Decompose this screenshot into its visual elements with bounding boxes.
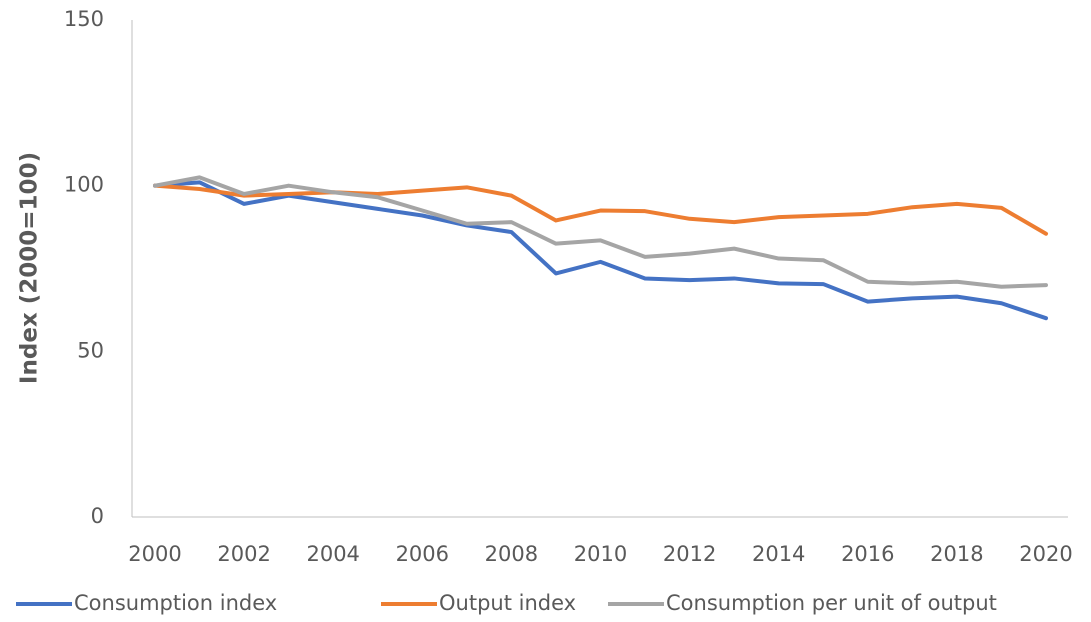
x-tick-label: 2000 bbox=[128, 542, 181, 566]
x-tick-label: 2008 bbox=[485, 542, 538, 566]
series-line bbox=[153, 183, 1048, 236]
x-tick-label: 2010 bbox=[574, 542, 627, 566]
y-tick-label: 50 bbox=[77, 338, 104, 362]
x-tick-label: 2014 bbox=[752, 542, 805, 566]
x-tick-label: 2016 bbox=[841, 542, 894, 566]
series-line bbox=[153, 175, 1048, 289]
y-axis-label: Index (2000=100) bbox=[17, 152, 43, 384]
x-tick-label: 2012 bbox=[663, 542, 716, 566]
y-tick-label: 100 bbox=[64, 173, 104, 197]
x-tick-label: 2020 bbox=[1019, 542, 1072, 566]
x-tick-label: 2002 bbox=[217, 542, 270, 566]
y-tick-label: 0 bbox=[91, 504, 104, 528]
legend-label: Output index bbox=[439, 591, 576, 615]
y-tick-label: 150 bbox=[64, 7, 104, 31]
legend-label: Consumption index bbox=[74, 591, 277, 615]
x-tick-label: 2018 bbox=[930, 542, 983, 566]
series-line bbox=[153, 180, 1048, 321]
x-tick-label: 2004 bbox=[306, 542, 359, 566]
x-tick-label: 2006 bbox=[396, 542, 449, 566]
legend-label: Consumption per unit of output bbox=[666, 591, 997, 615]
